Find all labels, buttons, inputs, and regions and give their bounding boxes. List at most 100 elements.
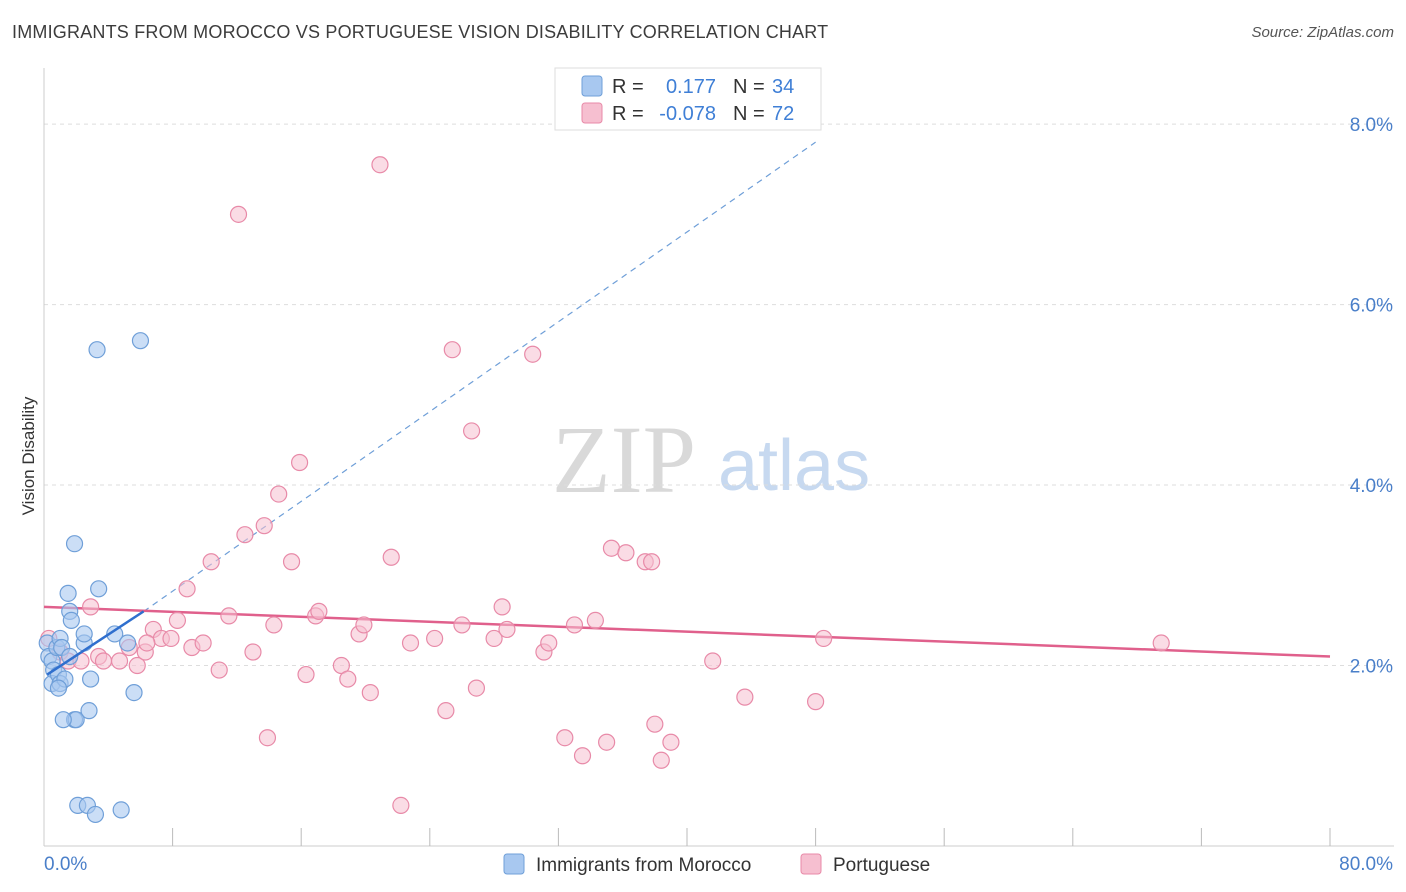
point-portuguese <box>540 634 558 652</box>
point-portuguese <box>617 544 635 562</box>
stats-r-value-portuguese: -0.078 <box>659 103 716 125</box>
stats-n-label-morocco: N = <box>733 76 765 98</box>
point-portuguese <box>310 602 328 620</box>
point-portuguese <box>128 656 146 675</box>
stats-r-value-morocco: 0.177 <box>666 76 716 98</box>
point-portuguese <box>652 751 670 769</box>
point-portuguese <box>493 598 511 616</box>
point-portuguese <box>258 729 277 747</box>
point-portuguese <box>82 598 100 616</box>
point-portuguese <box>426 629 444 648</box>
stats-r-label-portuguese: R = <box>612 103 644 125</box>
point-portuguese <box>220 607 238 625</box>
point-portuguese <box>646 715 664 733</box>
point-portuguese <box>255 517 273 535</box>
trend-line-portuguese <box>43 605 1331 658</box>
point-morocco <box>62 611 80 630</box>
point-morocco <box>61 647 79 666</box>
stats-swatch-portuguese <box>581 102 603 124</box>
point-morocco <box>88 341 106 359</box>
trend-line-morocco <box>46 610 145 676</box>
y-axis-title: Vision Disability <box>19 396 38 515</box>
point-portuguese <box>1152 634 1170 652</box>
watermark-zip: ZIP <box>552 406 696 513</box>
point-portuguese <box>524 345 542 363</box>
legend-swatch-morocco <box>503 853 525 875</box>
point-portuguese <box>437 702 455 720</box>
point-portuguese <box>265 616 283 634</box>
chart-title: IMMIGRANTS FROM MOROCCO VS PORTUGUESE VI… <box>12 22 829 42</box>
point-morocco <box>65 535 84 553</box>
point-morocco <box>106 625 124 643</box>
point-portuguese <box>556 729 574 747</box>
point-morocco <box>90 580 108 598</box>
point-morocco <box>82 670 100 688</box>
point-portuguese <box>485 629 503 648</box>
x-tick-label-max: 80.0% <box>1339 854 1393 875</box>
y-tick-labels: 2.0% 4.0% 6.0% 8.0% <box>1350 115 1393 677</box>
point-portuguese <box>565 616 584 634</box>
x-tick-marks <box>172 828 1331 846</box>
point-portuguese <box>586 611 604 630</box>
stats-n-value-portuguese: 72 <box>772 103 794 125</box>
point-portuguese <box>462 422 481 440</box>
y-tick-label: 8.0% <box>1350 115 1393 136</box>
legend: Immigrants from Morocco Portuguese <box>503 853 930 876</box>
point-morocco <box>54 711 72 729</box>
y-tick-label: 6.0% <box>1350 296 1393 317</box>
point-morocco <box>75 625 93 643</box>
point-portuguese <box>806 693 825 711</box>
stats-box: R = 0.177 N = 34 R = -0.078 N = 72 <box>554 67 822 131</box>
axes <box>43 68 1394 847</box>
trend-line-morocco-extrapolated <box>143 141 816 612</box>
point-portuguese <box>339 670 357 688</box>
point-portuguese <box>236 526 254 544</box>
point-portuguese <box>392 796 410 814</box>
point-portuguese <box>598 733 616 751</box>
point-portuguese <box>573 747 592 765</box>
point-morocco <box>112 801 130 819</box>
legend-label-morocco: Immigrants from Morocco <box>536 855 751 876</box>
point-portuguese <box>202 553 220 571</box>
point-portuguese <box>244 643 262 661</box>
point-portuguese <box>178 580 196 598</box>
point-portuguese <box>210 661 228 679</box>
point-portuguese <box>361 683 379 702</box>
point-portuguese <box>815 629 833 648</box>
point-portuguese <box>162 629 180 648</box>
point-portuguese <box>194 634 212 652</box>
legend-swatch-portuguese <box>800 853 822 875</box>
point-morocco <box>86 805 105 824</box>
point-portuguese <box>443 341 461 359</box>
point-morocco <box>59 584 77 602</box>
x-tick-label-min: 0.0% <box>44 854 87 875</box>
point-portuguese <box>371 156 389 174</box>
stats-n-value-morocco: 34 <box>772 76 794 98</box>
point-morocco <box>80 702 98 720</box>
point-portuguese <box>453 616 471 634</box>
point-portuguese <box>168 611 187 630</box>
point-portuguese <box>382 548 400 566</box>
point-portuguese <box>229 205 248 223</box>
point-portuguese <box>297 665 315 684</box>
point-portuguese <box>662 733 680 751</box>
trend-lines <box>43 141 1331 658</box>
stats-n-label-portuguese: N = <box>733 103 765 125</box>
data-points <box>38 156 1170 824</box>
point-portuguese <box>94 652 113 670</box>
point-morocco <box>131 332 150 350</box>
gridlines <box>44 123 1394 667</box>
point-portuguese <box>110 652 129 670</box>
watermark-atlas: atlas <box>718 426 870 506</box>
y-tick-label: 4.0% <box>1350 476 1393 497</box>
point-portuguese <box>270 485 288 503</box>
source-credit: Source: ZipAtlas.com <box>1251 24 1394 41</box>
point-portuguese <box>643 553 661 571</box>
stats-r-label-morocco: R = <box>612 76 644 98</box>
legend-label-portuguese: Portuguese <box>833 855 930 876</box>
point-portuguese <box>355 616 373 634</box>
point-portuguese <box>467 679 486 697</box>
point-portuguese <box>282 553 301 571</box>
point-portuguese <box>704 652 722 670</box>
